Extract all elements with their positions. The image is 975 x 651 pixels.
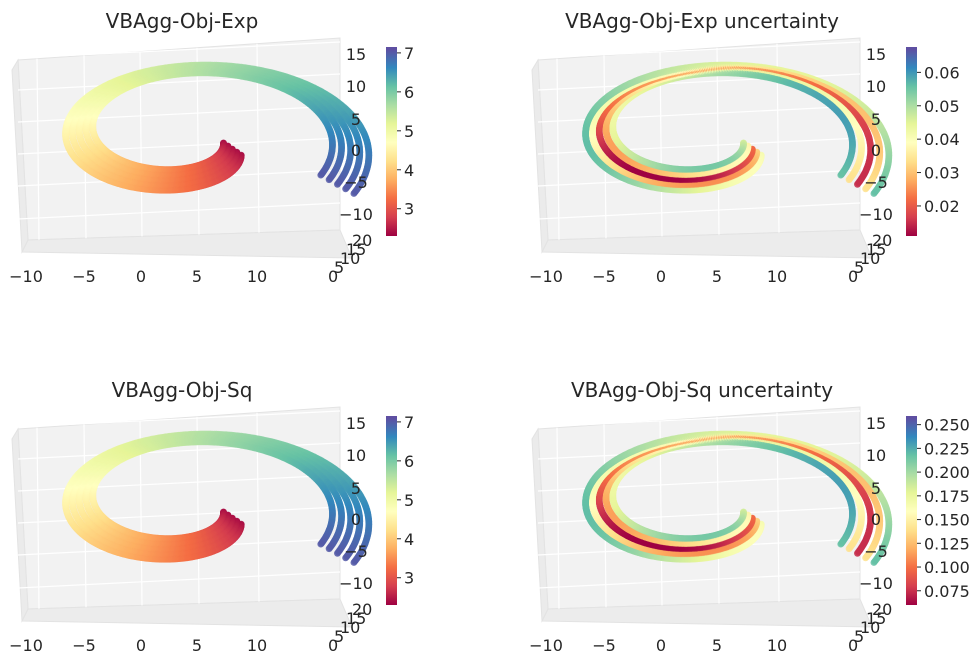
panel-title: VBAgg-Obj-Exp: [106, 9, 259, 33]
x-tick-labels: −10 −5 0 5 10: [9, 267, 267, 286]
grid-line-x: [196, 47, 200, 235]
grid-line-z: [17, 41, 341, 59]
colorbar-tick-labels: 7 6 5 4 3: [397, 44, 414, 219]
grid-line-z: [17, 202, 341, 220]
scatter-points: [62, 61, 373, 197]
colorbar: [386, 49, 397, 236]
colorbar-tick-label: 5: [404, 122, 414, 141]
z-tick-label: −10: [339, 205, 373, 224]
depth-tick-label: 20: [352, 231, 372, 250]
colorbar-tick-label: 4: [404, 161, 414, 180]
scatter-point: [334, 180, 341, 188]
scatter-point: [317, 171, 325, 179]
panel-1: VBAgg-Obj-Exp−10 −5 0 5 10 05101520151050−5−1…: [9, 9, 414, 286]
z-tick-label: 15: [346, 45, 366, 64]
x-tick-label: 5: [192, 267, 202, 286]
scatter-point: [325, 176, 333, 184]
z-tick-label: −5: [344, 173, 368, 192]
x-tick-label: 0: [136, 267, 146, 286]
z-tick-label: 5: [351, 110, 361, 129]
colorbar-cap: [386, 47, 397, 49]
colorbar-tick-label: 7: [404, 44, 414, 63]
panel-title: VBAgg-Obj-Exp uncertainty: [565, 9, 839, 33]
z-tick-label: 0: [351, 141, 361, 160]
colorbar-tick-label: 3: [404, 200, 414, 219]
panel-2: VBAgg-Obj-Exp uncertainty−10 −5 0 5 10 051015…: [529, 9, 960, 286]
z-tick-label: 10: [346, 77, 366, 96]
x-tick-label: −10: [9, 267, 43, 286]
colorbar-tick-label: 6: [404, 83, 414, 102]
side-pane: [11, 58, 29, 254]
x-tick-label: 10: [247, 267, 267, 286]
x-tick-label: −5: [72, 267, 96, 286]
